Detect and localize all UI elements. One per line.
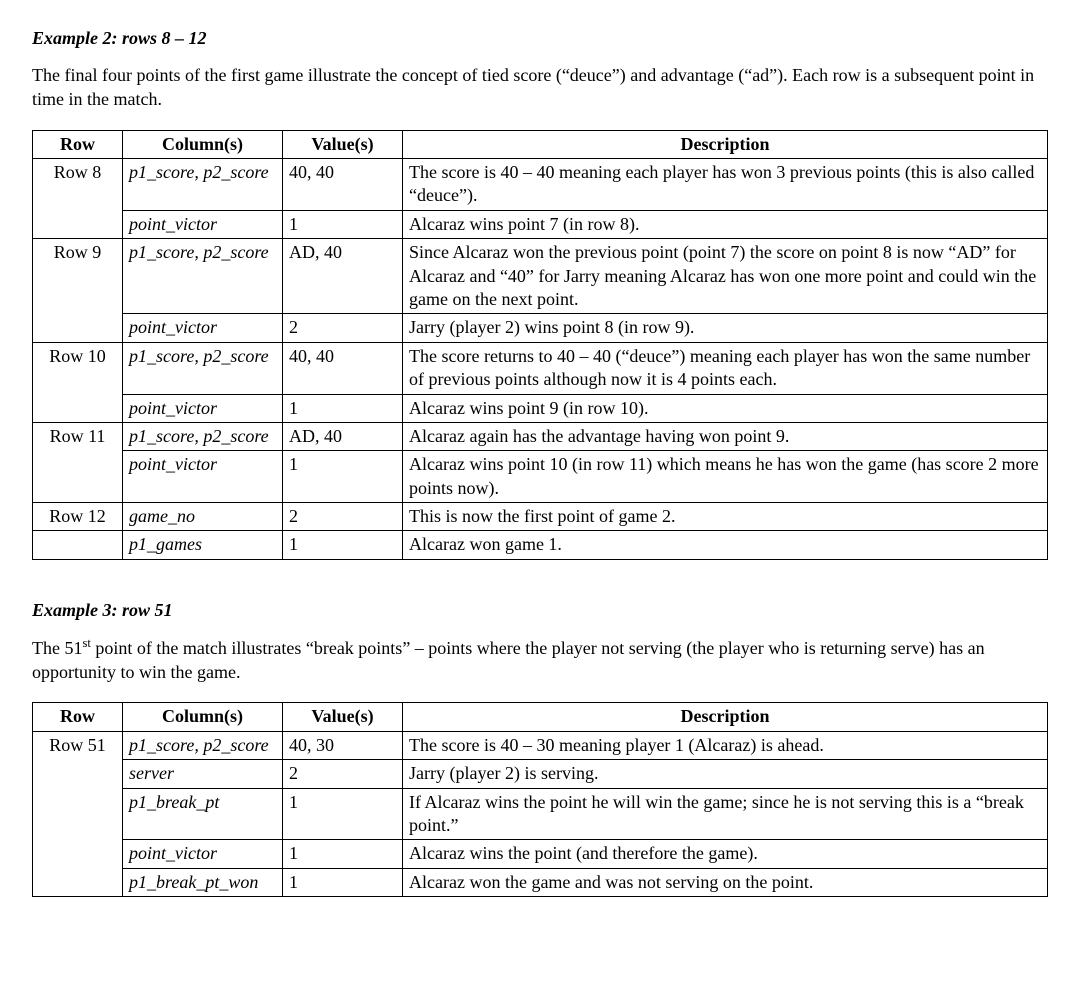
table-row: point_victor2Jarry (player 2) wins point… xyxy=(33,314,1048,342)
table-row: server2Jarry (player 2) is serving. xyxy=(33,760,1048,788)
example3-intro: The 51st point of the match illustrates … xyxy=(32,635,1048,685)
table-row: Row 8p1_score, p2_score40, 40The score i… xyxy=(33,158,1048,210)
cell-value: 40, 30 xyxy=(283,731,403,759)
table-row: p1_break_pt_won1Alcaraz won the game and… xyxy=(33,868,1048,896)
cell-value: 1 xyxy=(283,531,403,559)
example3-heading: Example 3: row 51 xyxy=(32,600,1048,621)
cell-column: point_victor xyxy=(123,210,283,238)
cell-column: p1_score, p2_score xyxy=(123,731,283,759)
cell-description: The score returns to 40 – 40 (“deuce”) m… xyxy=(403,342,1048,394)
cell-description: Alcaraz again has the advantage having w… xyxy=(403,422,1048,450)
cell-value: 1 xyxy=(283,210,403,238)
cell-description: Jarry (player 2) is serving. xyxy=(403,760,1048,788)
cell-description: Alcaraz won the game and was not serving… xyxy=(403,868,1048,896)
header-columns: Column(s) xyxy=(123,130,283,158)
table-row: Row 9p1_score, p2_scoreAD, 40Since Alcar… xyxy=(33,239,1048,314)
cell-description: Since Alcaraz won the previous point (po… xyxy=(403,239,1048,314)
cell-row: Row 12 xyxy=(33,503,123,531)
example2-tbody: Row 8p1_score, p2_score40, 40The score i… xyxy=(33,158,1048,559)
cell-value: AD, 40 xyxy=(283,422,403,450)
cell-row: Row 11 xyxy=(33,422,123,502)
cell-value: 2 xyxy=(283,503,403,531)
example2-table: Row Column(s) Value(s) Description Row 8… xyxy=(32,130,1048,560)
cell-column: p1_score, p2_score xyxy=(123,422,283,450)
example3-table: Row Column(s) Value(s) Description Row 5… xyxy=(32,702,1048,897)
cell-value: AD, 40 xyxy=(283,239,403,314)
header-columns: Column(s) xyxy=(123,703,283,731)
cell-row: Row 9 xyxy=(33,239,123,343)
header-values: Value(s) xyxy=(283,130,403,158)
example2-intro: The final four points of the first game … xyxy=(32,63,1048,112)
cell-column: p1_score, p2_score xyxy=(123,342,283,394)
cell-description: Jarry (player 2) wins point 8 (in row 9)… xyxy=(403,314,1048,342)
cell-description: Alcaraz wins point 9 (in row 10). xyxy=(403,394,1048,422)
example3-tbody: Row 51p1_score, p2_score40, 30The score … xyxy=(33,731,1048,896)
cell-description: If Alcaraz wins the point he will win th… xyxy=(403,788,1048,840)
cell-column: server xyxy=(123,760,283,788)
intro-text-pre: The 51 xyxy=(32,638,82,658)
cell-value: 40, 40 xyxy=(283,342,403,394)
cell-value: 2 xyxy=(283,760,403,788)
table-row: point_victor1Alcaraz wins point 7 (in ro… xyxy=(33,210,1048,238)
intro-superscript: st xyxy=(82,636,90,650)
cell-description: Alcaraz wins the point (and therefore th… xyxy=(403,840,1048,868)
cell-row: Row 8 xyxy=(33,158,123,238)
cell-value: 1 xyxy=(283,840,403,868)
example2-heading: Example 2: rows 8 – 12 xyxy=(32,28,1048,49)
cell-column: p1_score, p2_score xyxy=(123,158,283,210)
table-row: p1_break_pt1If Alcaraz wins the point he… xyxy=(33,788,1048,840)
header-description: Description xyxy=(403,130,1048,158)
cell-column: p1_score, p2_score xyxy=(123,239,283,314)
header-description: Description xyxy=(403,703,1048,731)
cell-row: Row 51 xyxy=(33,731,123,896)
cell-column: point_victor xyxy=(123,314,283,342)
table-row: point_victor1Alcaraz wins the point (and… xyxy=(33,840,1048,868)
intro-text-post: point of the match illustrates “break po… xyxy=(32,638,985,682)
table-row: point_victor1Alcaraz wins point 9 (in ro… xyxy=(33,394,1048,422)
cell-value: 40, 40 xyxy=(283,158,403,210)
table-row: Row 12game_no2This is now the first poin… xyxy=(33,503,1048,531)
cell-row: Row 10 xyxy=(33,342,123,422)
table-row: p1_games1Alcaraz won game 1. xyxy=(33,531,1048,559)
cell-column: p1_games xyxy=(123,531,283,559)
table-row: Row 10p1_score, p2_score40, 40The score … xyxy=(33,342,1048,394)
cell-row xyxy=(33,531,123,559)
cell-value: 1 xyxy=(283,394,403,422)
cell-column: p1_break_pt_won xyxy=(123,868,283,896)
table-row: point_victor1Alcaraz wins point 10 (in r… xyxy=(33,451,1048,503)
cell-column: p1_break_pt xyxy=(123,788,283,840)
cell-value: 1 xyxy=(283,868,403,896)
cell-column: point_victor xyxy=(123,394,283,422)
cell-description: Alcaraz wins point 7 (in row 8). xyxy=(403,210,1048,238)
cell-value: 1 xyxy=(283,451,403,503)
cell-column: point_victor xyxy=(123,840,283,868)
cell-value: 2 xyxy=(283,314,403,342)
header-row: Row xyxy=(33,703,123,731)
table-row: Row 11p1_score, p2_scoreAD, 40Alcaraz ag… xyxy=(33,422,1048,450)
cell-description: Alcaraz won game 1. xyxy=(403,531,1048,559)
cell-column: game_no xyxy=(123,503,283,531)
cell-description: Alcaraz wins point 10 (in row 11) which … xyxy=(403,451,1048,503)
cell-value: 1 xyxy=(283,788,403,840)
header-row: Row xyxy=(33,130,123,158)
table-row: Row 51p1_score, p2_score40, 30The score … xyxy=(33,731,1048,759)
table-header-row: Row Column(s) Value(s) Description xyxy=(33,130,1048,158)
cell-description: The score is 40 – 30 meaning player 1 (A… xyxy=(403,731,1048,759)
table-header-row: Row Column(s) Value(s) Description xyxy=(33,703,1048,731)
cell-column: point_victor xyxy=(123,451,283,503)
cell-description: This is now the first point of game 2. xyxy=(403,503,1048,531)
header-values: Value(s) xyxy=(283,703,403,731)
cell-description: The score is 40 – 40 meaning each player… xyxy=(403,158,1048,210)
